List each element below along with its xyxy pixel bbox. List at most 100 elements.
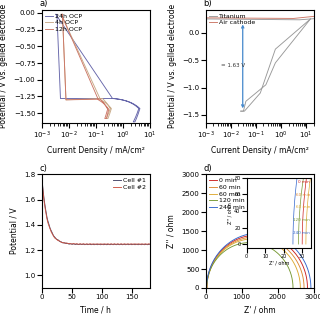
12h OCP <box>105 107 109 111</box>
120 min <box>291 286 295 290</box>
60 min <box>251 235 255 239</box>
60 min <box>247 237 251 241</box>
60 min <box>232 242 236 245</box>
Cell #1 <box>59 240 63 244</box>
Text: = 1.63 V: = 1.63 V <box>221 63 245 68</box>
4h OCP <box>96 91 100 95</box>
Cell #1 <box>68 242 71 246</box>
24h OCP <box>134 118 138 122</box>
60 min <box>302 286 306 290</box>
0 min <box>205 286 209 290</box>
0 min <box>205 286 209 290</box>
Line: 12h OCP: 12h OCP <box>61 14 109 118</box>
Titanium <box>307 17 311 21</box>
240 min <box>309 286 313 290</box>
Line: 240 min: 240 min <box>207 233 311 288</box>
24h OCP <box>89 97 93 100</box>
4h OCP <box>60 12 64 16</box>
Y-axis label: Potential / V vs. gelled electrode: Potential / V vs. gelled electrode <box>0 4 8 128</box>
Line: 24h OCP: 24h OCP <box>56 14 140 122</box>
60 min <box>235 239 239 243</box>
Line: 4h OCP: 4h OCP <box>61 14 111 118</box>
Text: b): b) <box>204 0 212 8</box>
Text: a): a) <box>39 0 48 8</box>
Air cathode <box>208 16 212 20</box>
24h OCP <box>132 120 135 124</box>
Legend: Cell #1, Cell #2: Cell #1, Cell #2 <box>113 178 147 191</box>
60 min <box>205 286 209 290</box>
Cell #1 <box>99 243 102 247</box>
Text: c): c) <box>39 164 47 173</box>
60 min <box>229 243 233 247</box>
0 min <box>306 286 309 290</box>
120 min <box>228 246 232 250</box>
12h OCP <box>60 12 63 16</box>
0 min <box>251 233 255 237</box>
120 min <box>241 241 245 245</box>
Air cathode <box>210 16 214 20</box>
120 min <box>205 286 209 290</box>
60 min <box>302 285 306 289</box>
Text: d): d) <box>204 164 212 173</box>
4h OCP <box>60 12 63 16</box>
60 min <box>299 286 302 290</box>
12h OCP <box>84 98 87 101</box>
0 min <box>232 239 236 243</box>
Titanium <box>312 17 316 20</box>
Cell #2 <box>68 242 71 245</box>
12h OCP <box>69 34 73 38</box>
60 min <box>205 286 209 290</box>
60 min <box>205 286 209 290</box>
Y-axis label: Potential / V vs. gelled electrode: Potential / V vs. gelled electrode <box>168 4 177 128</box>
Titanium <box>224 17 228 21</box>
Cell #2 <box>59 240 63 244</box>
Line: 60 min: 60 min <box>207 239 300 288</box>
Cell #2 <box>103 242 107 246</box>
24h OCP <box>54 12 58 16</box>
Cell #1 <box>148 242 151 246</box>
60 min <box>205 286 209 290</box>
Cell #1 <box>40 173 44 177</box>
240 min <box>239 235 243 238</box>
X-axis label: Current Density / mA/cm²: Current Density / mA/cm² <box>211 146 308 155</box>
Air cathode <box>291 17 294 20</box>
X-axis label: Z' / ohm: Z' / ohm <box>244 306 276 315</box>
Air cathode <box>312 14 316 18</box>
Line: 60 min: 60 min <box>207 237 304 288</box>
4h OCP <box>61 21 65 25</box>
240 min <box>309 285 313 289</box>
120 min <box>247 241 251 244</box>
Line: 0 min: 0 min <box>207 235 308 288</box>
120 min <box>205 286 209 290</box>
4h OCP <box>107 115 110 119</box>
Line: Air cathode: Air cathode <box>206 16 314 19</box>
Air cathode <box>224 16 228 20</box>
Legend: 0 min, 60 min, 60 min, 120 min, 240 min: 0 min, 60 min, 60 min, 120 min, 240 min <box>209 178 245 211</box>
24h OCP <box>55 21 59 25</box>
12h OCP <box>105 115 109 119</box>
60 min <box>299 285 302 289</box>
Legend: 24h OCP, 4h OCP, 12h OCP: 24h OCP, 4h OCP, 12h OCP <box>45 13 82 33</box>
4h OCP <box>108 106 112 110</box>
Cell #2 <box>112 242 116 246</box>
Line: Cell #2: Cell #2 <box>42 177 149 244</box>
240 min <box>256 231 260 235</box>
Cell #2 <box>148 242 151 246</box>
12h OCP <box>61 21 65 25</box>
Titanium <box>204 17 208 21</box>
60 min <box>253 237 257 241</box>
60 min <box>232 240 236 244</box>
60 min <box>254 235 258 239</box>
12h OCP <box>94 91 98 95</box>
X-axis label: Time / h: Time / h <box>80 306 111 315</box>
24h OCP <box>55 12 59 16</box>
Titanium <box>303 18 307 21</box>
240 min <box>205 286 209 290</box>
60 min <box>299 286 302 290</box>
Line: Cell #1: Cell #1 <box>42 175 149 245</box>
24h OCP <box>68 34 72 38</box>
24h OCP <box>136 106 140 110</box>
Y-axis label: Z'' / ohm: Z'' / ohm <box>167 214 176 248</box>
0 min <box>235 238 238 242</box>
12h OCP <box>60 12 64 16</box>
